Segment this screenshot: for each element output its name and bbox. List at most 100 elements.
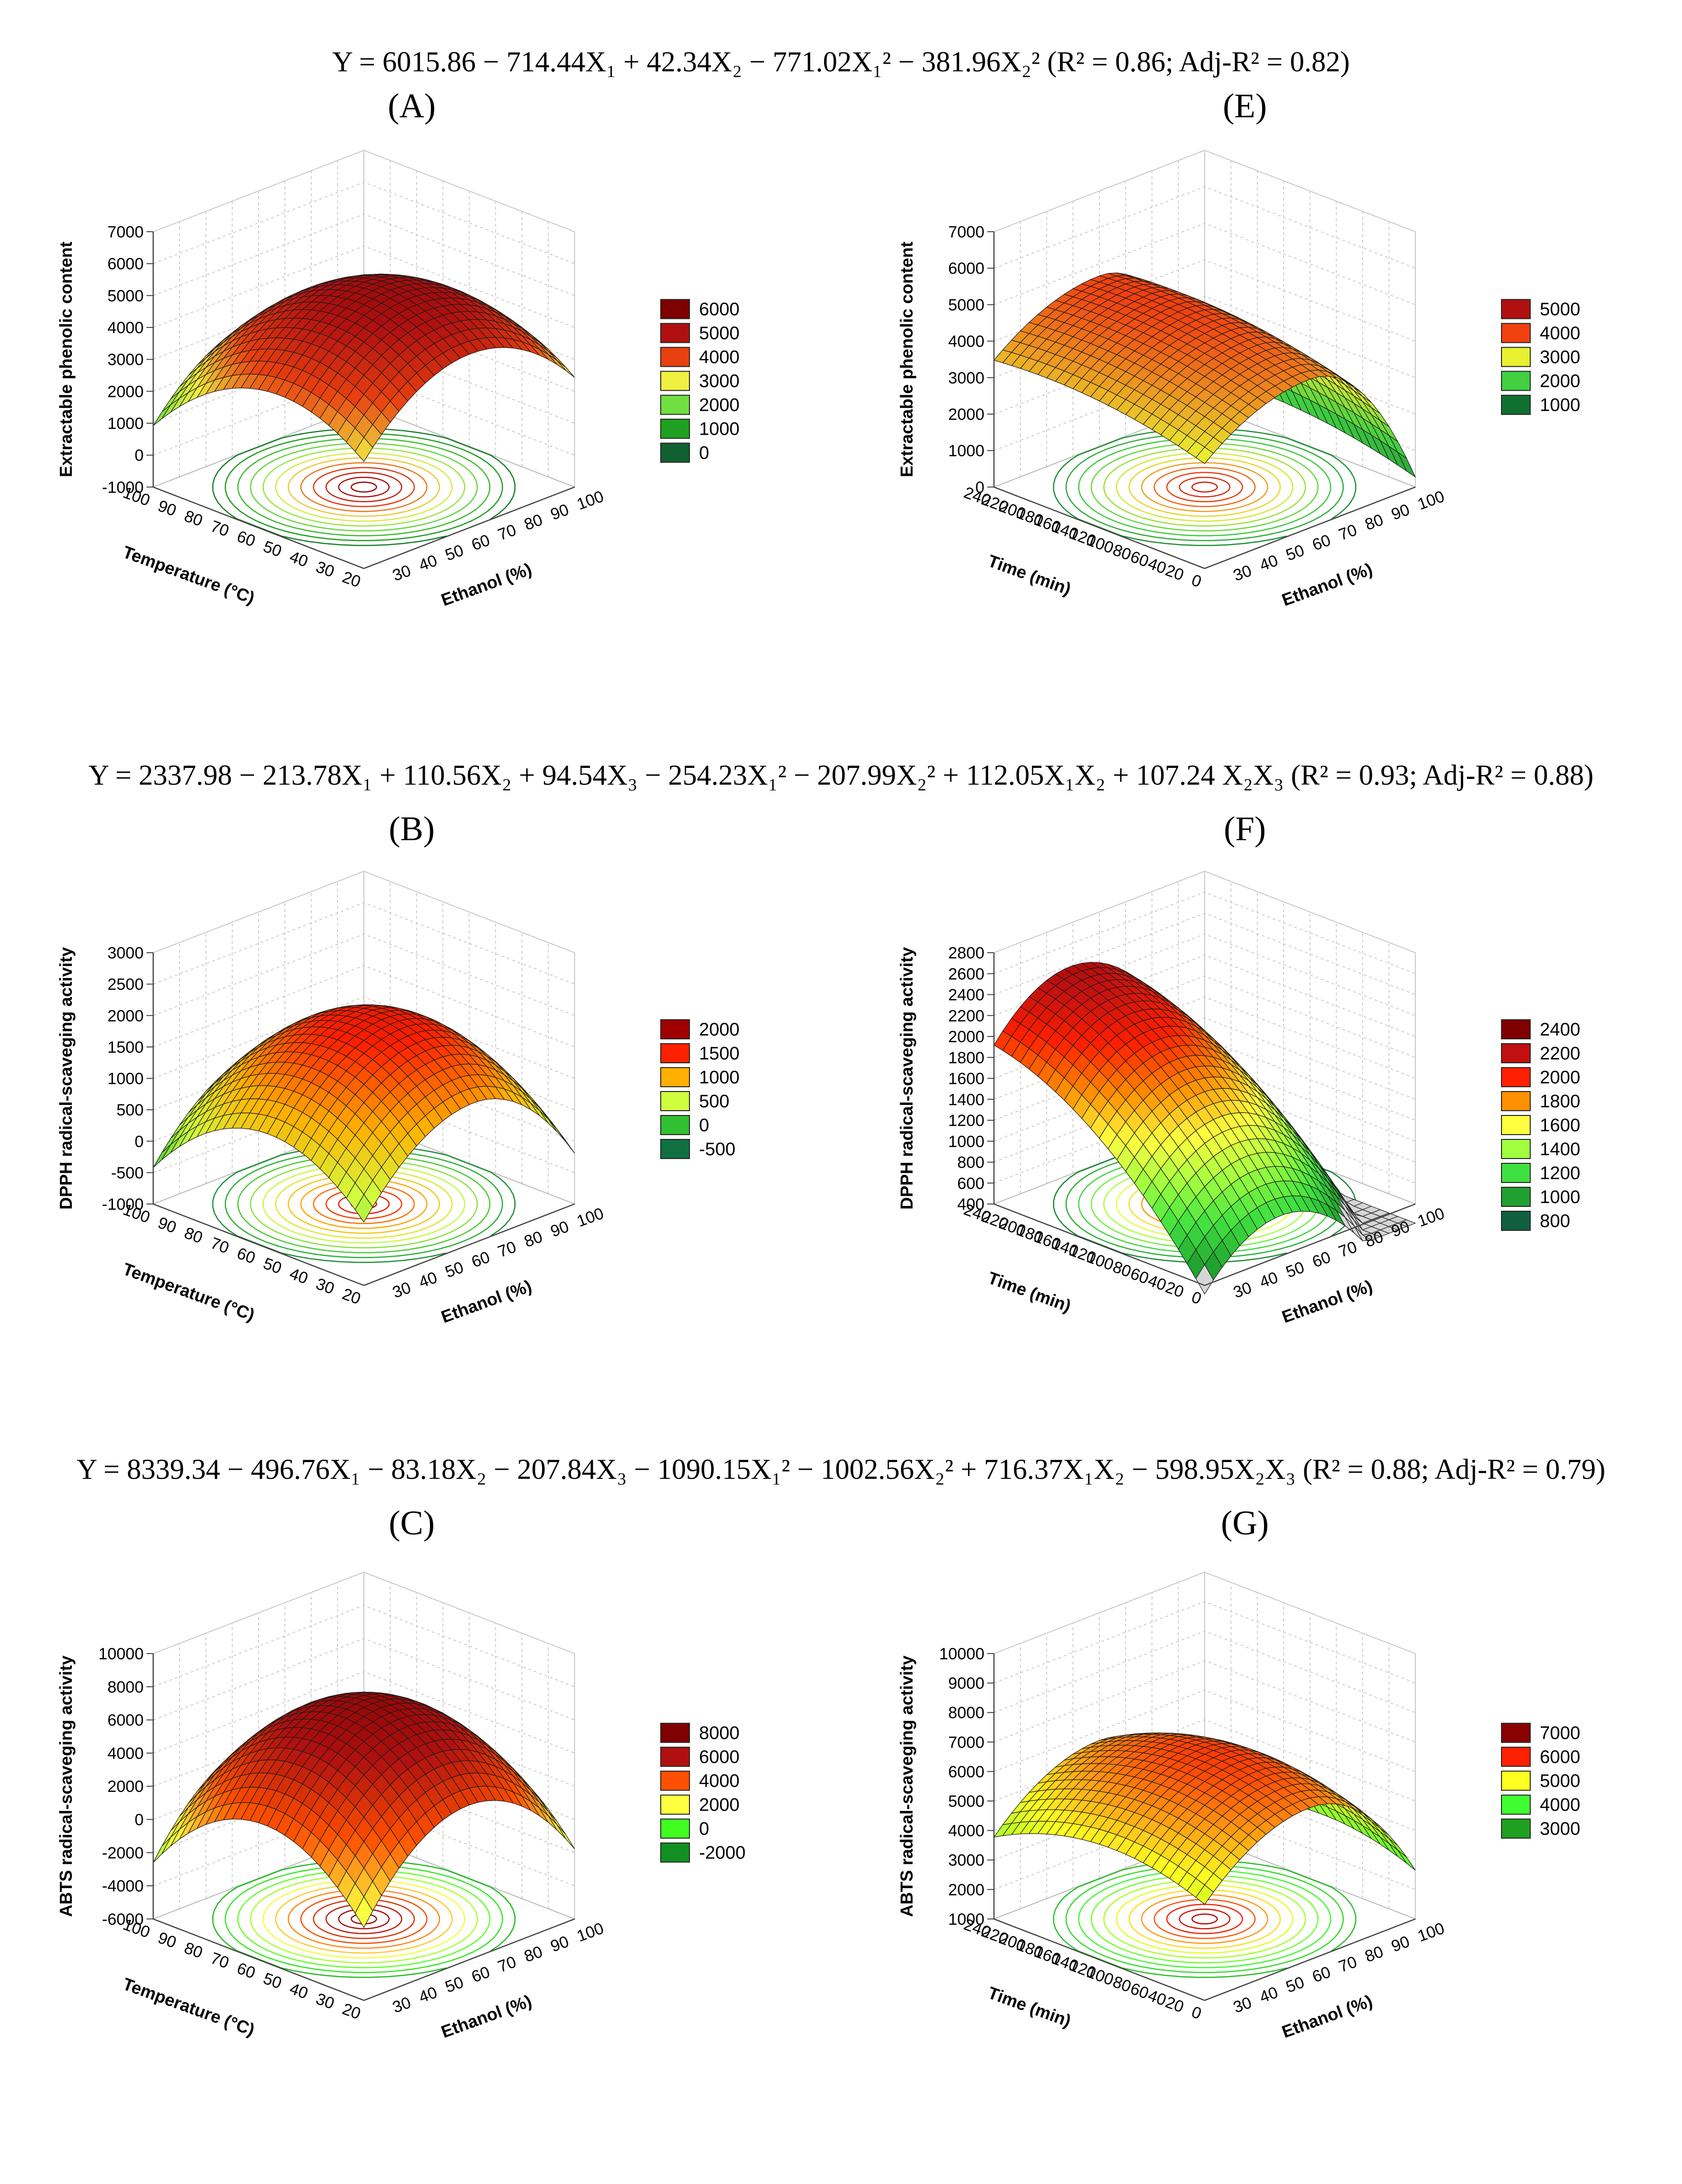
z-tick-label: 6000 xyxy=(107,255,144,273)
legend-label: 800 xyxy=(1540,1211,1570,1231)
legend-swatch xyxy=(1501,1043,1531,1063)
wall-gridline xyxy=(153,245,575,328)
surface-cell xyxy=(1196,1264,1214,1295)
contour-line xyxy=(350,481,377,493)
y-tick-label: 90 xyxy=(156,497,179,520)
z-axis-title: ABTS radical-scaveging activity xyxy=(56,1655,76,1917)
legend-label: 1000 xyxy=(1540,395,1580,416)
x-axis-title: Ethanol (%) xyxy=(1279,1276,1375,1327)
contour-line xyxy=(288,1174,440,1234)
legend-label: 5000 xyxy=(1540,1771,1580,1791)
chart-body: 3000 2500 2000 1500 1000 500 0 -500 -1000 DPPH ra… xyxy=(56,870,606,1327)
x-tick-label: 70 xyxy=(496,1953,519,1976)
legend-label: 6000 xyxy=(1540,1747,1580,1767)
legend-label: 0 xyxy=(699,443,709,463)
x-axis-title: Ethanol (%) xyxy=(439,1276,534,1327)
axis-line-temp xyxy=(153,486,364,569)
wall-gridline xyxy=(993,1631,1416,1713)
z-tick-label: 7000 xyxy=(948,223,984,241)
y-tick-label: 0 xyxy=(1189,2003,1204,2023)
x-tick-label: 50 xyxy=(443,1973,466,1997)
contour-line xyxy=(338,1908,390,1929)
y-tick-label: 20 xyxy=(340,1285,363,1308)
chart-body: 2800260024002200200018001600140012001000… xyxy=(897,870,1447,1327)
x-tick-label: 40 xyxy=(1257,1983,1281,2007)
z-tick-label: 9000 xyxy=(948,1675,984,1693)
z-tick-label: 7000 xyxy=(948,1734,984,1752)
y-tick-label: 20 xyxy=(340,568,363,591)
z-tick-label: 1000 xyxy=(948,442,984,460)
contour-line xyxy=(1141,462,1268,512)
x-tick-label: 80 xyxy=(522,511,545,534)
x-tick-label: 70 xyxy=(1336,1953,1360,1976)
legend-swatch xyxy=(1501,1818,1531,1839)
x-tick-label: 100 xyxy=(575,1204,606,1230)
x-tick-label: 40 xyxy=(417,1268,440,1292)
legend-label: 2000 xyxy=(699,1020,740,1040)
z-tick-label: 1400 xyxy=(948,1091,984,1109)
legend-label: 0 xyxy=(699,1115,709,1136)
z-axis-title: Extractable phenolic content xyxy=(56,242,76,477)
legend-label: 5000 xyxy=(699,324,740,344)
contour-line xyxy=(1065,433,1344,541)
legend-label: 6000 xyxy=(699,300,740,320)
legend-label: 6000 xyxy=(699,1747,740,1767)
legend: 2400 2200 2000 1800 1600 1400 1200 1000 800 xyxy=(1501,1019,1580,1231)
y-tick-label: 100 xyxy=(1084,1963,1116,1989)
wall-gridline xyxy=(993,1660,1416,1743)
panel-label-f: (F) xyxy=(1224,810,1266,848)
legend: 8000 6000 4000 2000 0 -2000 xyxy=(660,1722,745,1863)
legend-swatch xyxy=(1501,1794,1531,1815)
contour-line xyxy=(288,1889,440,1949)
legend-label: 1200 xyxy=(1540,1163,1580,1183)
legend-label: 500 xyxy=(699,1092,729,1112)
z-tick-label: 6000 xyxy=(948,259,984,278)
z-tick-label: -500 xyxy=(111,1164,144,1182)
z-tick-label: 4000 xyxy=(948,1822,984,1840)
legend-label: 2000 xyxy=(1540,372,1580,392)
legend: 2000 1500 1000 500 0 -500 xyxy=(660,1019,740,1160)
y-tick-label: 0 xyxy=(1189,571,1204,591)
x-tick-label: 40 xyxy=(417,552,440,575)
wall-gridline xyxy=(153,934,575,1016)
axis-line-temp xyxy=(993,1203,1205,1286)
legend-label: 1000 xyxy=(1540,1187,1580,1207)
x-tick-label: 60 xyxy=(1310,1963,1333,1986)
legend-label: 2000 xyxy=(699,395,740,416)
y-tick-label: 30 xyxy=(314,558,337,581)
legend-label: 8000 xyxy=(699,1723,740,1744)
z-tick-label: 2600 xyxy=(948,965,984,983)
legend-swatch xyxy=(1501,1139,1531,1159)
z-axis-title: DPPH radical-scaveging activity xyxy=(897,947,916,1209)
x-tick-label: 60 xyxy=(1310,1248,1333,1272)
contour-line xyxy=(250,1160,478,1249)
contour-line xyxy=(1053,1860,1356,1978)
contour-line xyxy=(237,1155,491,1253)
x-tick-label: 100 xyxy=(575,487,606,514)
z-tick-label: 2000 xyxy=(107,1778,144,1796)
z-tick-label: 0 xyxy=(975,478,984,496)
y-tick-label: 90 xyxy=(156,1214,179,1237)
equation-2: Y = 2337.98 − 213.78X₁ + 110.56X₂ + 94.5… xyxy=(88,759,1594,791)
legend-swatch xyxy=(660,1019,690,1039)
x-tick-label: 90 xyxy=(1389,501,1412,524)
x-tick-label: 70 xyxy=(496,521,519,544)
x-tick-label: 80 xyxy=(522,1943,545,1966)
contour-line xyxy=(313,1899,415,1939)
x-axis-title: Ethanol (%) xyxy=(439,1991,534,2042)
x-tick-label: 70 xyxy=(1336,521,1360,544)
wall-gridline xyxy=(153,1638,575,1721)
x-tick-label: 90 xyxy=(1389,1933,1412,1956)
legend-swatch xyxy=(1501,1091,1531,1111)
y-tick-label: 100 xyxy=(1084,531,1116,557)
legend: 5000 4000 3000 2000 1000 xyxy=(1501,299,1580,416)
legend-swatch xyxy=(660,1067,690,1087)
x-axis-title: Ethanol (%) xyxy=(1279,559,1375,610)
legend-swatch xyxy=(1501,1019,1531,1039)
z-tick-label: -6000 xyxy=(102,1910,144,1928)
floor-contours xyxy=(1053,428,1356,546)
contour-line xyxy=(1091,1874,1319,1964)
chart-body: 10000 8000 6000 4000 2000 0 -2000 -4000 -6000 ABT… xyxy=(56,1571,606,2042)
y-axis-title: Temperature (°C) xyxy=(120,542,257,608)
floor-contours xyxy=(212,1860,516,1978)
